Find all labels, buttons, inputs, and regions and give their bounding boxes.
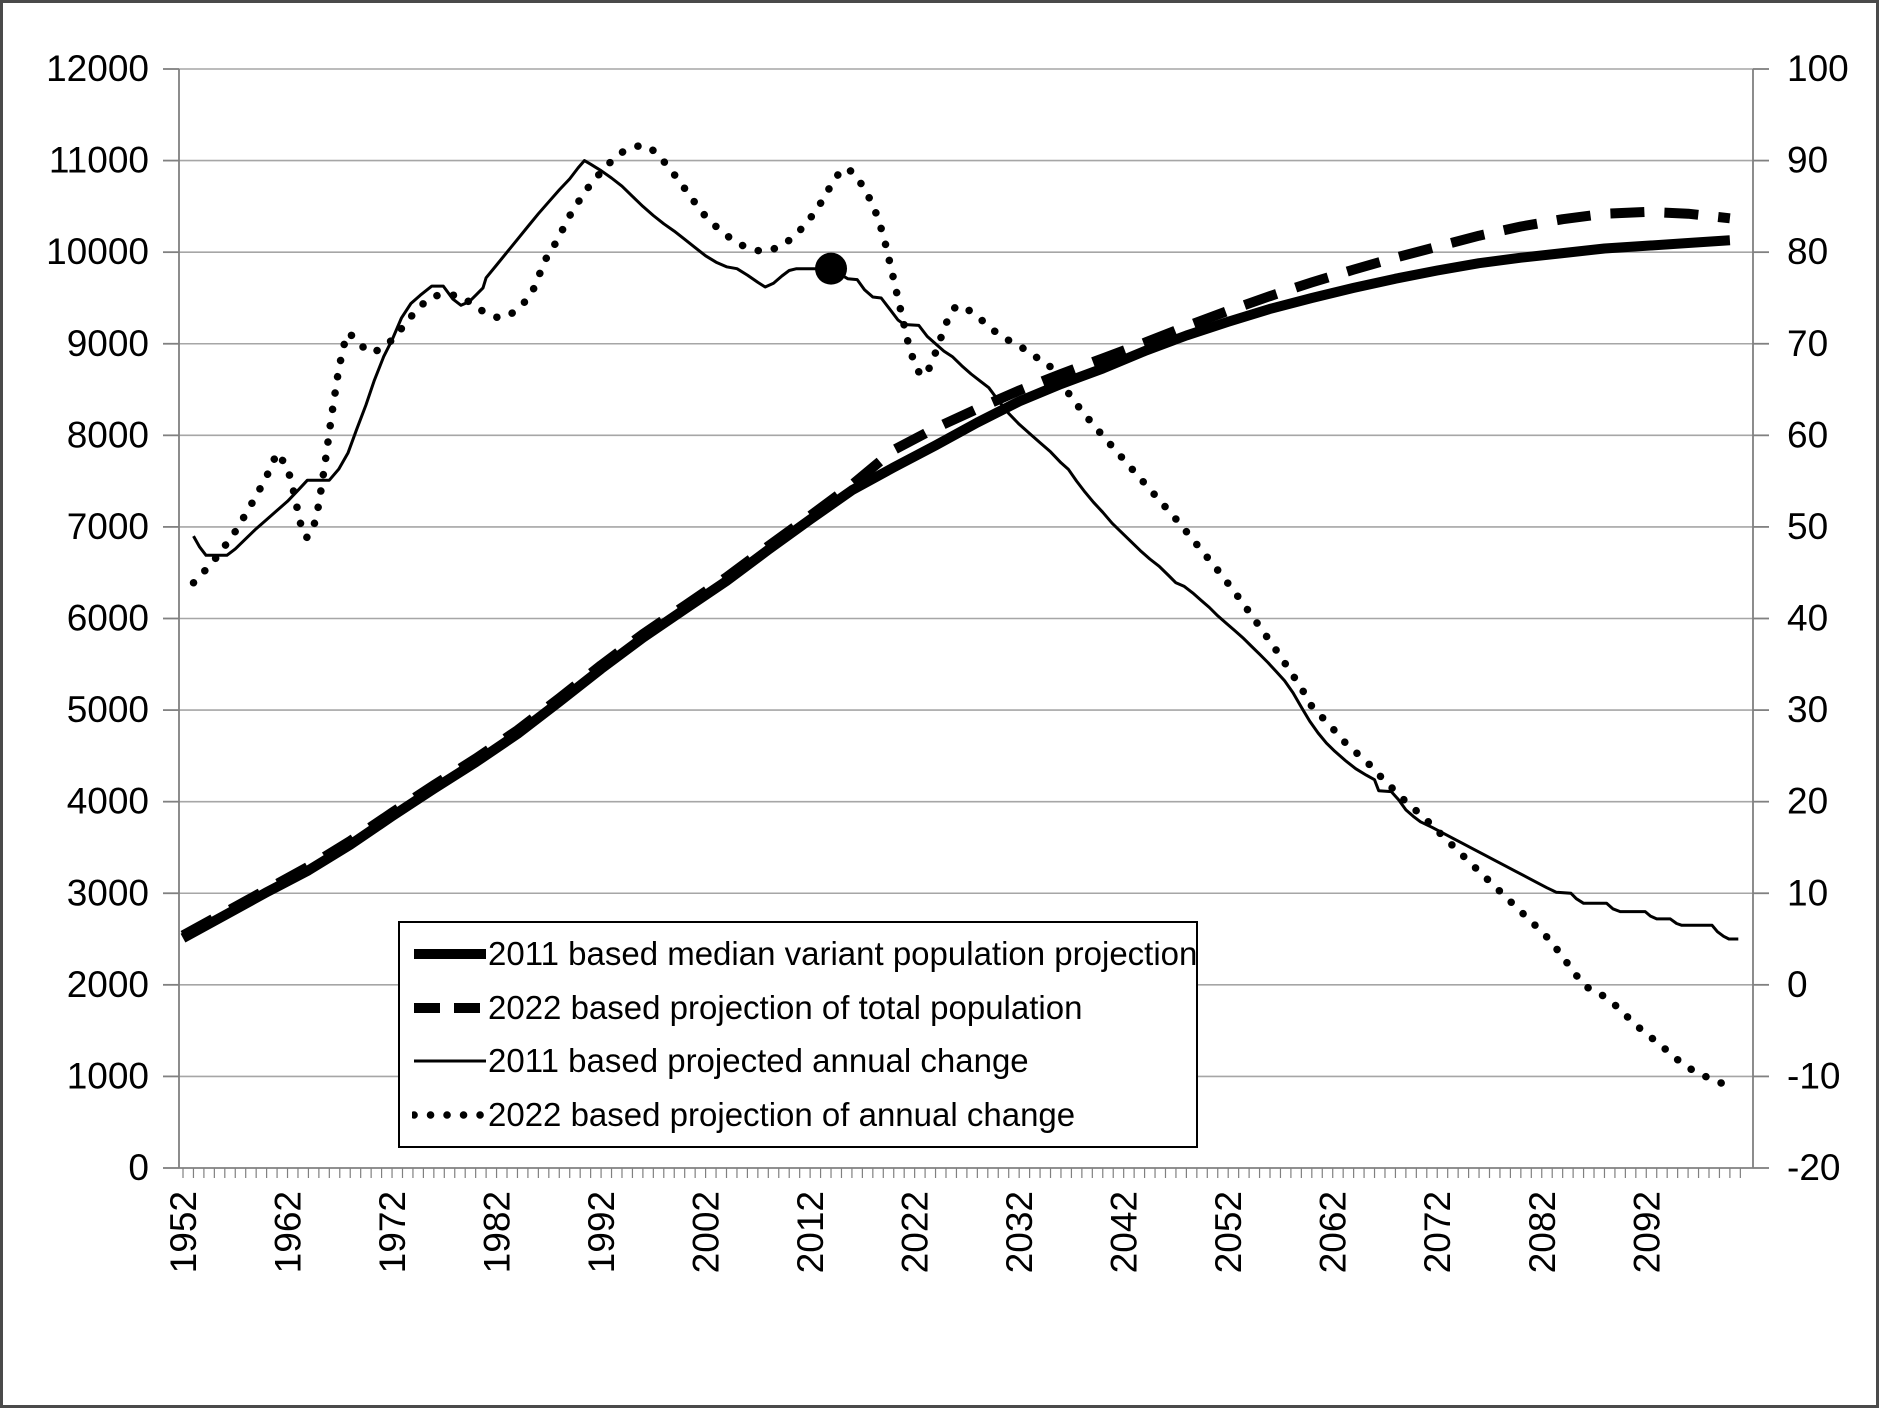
x-tick-label: 2092 — [1626, 1191, 1667, 1273]
y-left-tick-label: 8000 — [67, 414, 149, 455]
y-left-tick-label: 9000 — [67, 323, 149, 364]
y-right-tick-label: 90 — [1787, 140, 1828, 181]
y-left-tick-label: 2000 — [67, 964, 149, 1005]
y-left-tick-label: 12000 — [46, 48, 149, 89]
y-right-tick-label: 40 — [1787, 598, 1828, 639]
y-right-tick-label: 80 — [1787, 231, 1828, 272]
x-tick-label: 2062 — [1313, 1191, 1354, 1273]
y-left-tick-label: 5000 — [67, 689, 149, 730]
x-tick-label: 1962 — [268, 1191, 309, 1273]
axis-labels: 0100020003000400050006000700080009000100… — [46, 48, 1849, 1273]
y-left-tick-label: 4000 — [67, 781, 149, 822]
y-right-tick-label: 10 — [1787, 872, 1828, 913]
x-tick-label: 2032 — [999, 1191, 1040, 1273]
y-left-tick-label: 3000 — [67, 872, 149, 913]
thick-solid-line-icon — [414, 948, 486, 959]
legend-label: 2011 based median variant population pro… — [488, 934, 1198, 972]
y-right-tick-label: 30 — [1787, 689, 1828, 730]
x-tick-label: 2022 — [895, 1191, 936, 1273]
x-tick-label: 2012 — [790, 1191, 831, 1273]
y-left-tick-label: 10000 — [46, 231, 149, 272]
x-tick-label: 2052 — [1208, 1191, 1249, 1273]
y-right-tick-label: 70 — [1787, 323, 1828, 364]
x-tick-label: 2072 — [1417, 1191, 1458, 1273]
y-right-tick-label: -20 — [1787, 1147, 1840, 1188]
y-left-tick-label: 6000 — [67, 598, 149, 639]
actual-data-marker-dot — [815, 252, 848, 285]
y-right-tick-label: 60 — [1787, 414, 1828, 455]
y-right-tick-label: 0 — [1787, 964, 1808, 1005]
y-left-tick-label: 1000 — [67, 1055, 149, 1096]
x-tick-label: 1982 — [477, 1191, 518, 1273]
y-left-tick-label: 11000 — [49, 140, 149, 181]
legend-item-change-2022: 2022 based projection of annual change — [412, 1089, 1196, 1141]
legend-item-pop-2011: 2011 based median variant population pro… — [412, 928, 1198, 980]
y-right-tick-label: 20 — [1787, 781, 1828, 822]
x-tick-label: 2082 — [1522, 1191, 1563, 1273]
population-projection-chart: 0100020003000400050006000700080009000100… — [46, 48, 1849, 1273]
legend-box: 2011 based median variant population pro… — [398, 921, 1198, 1148]
legend-label: 2022 based projection of total populatio… — [488, 988, 1083, 1026]
dotted-line-icon — [412, 1111, 488, 1119]
y-left-tick-label: 0 — [128, 1147, 149, 1188]
y-right-tick-label: 50 — [1787, 506, 1828, 547]
legend-item-pop-2022: 2022 based projection of total populatio… — [412, 982, 1196, 1034]
y-right-tick-label: 100 — [1787, 48, 1849, 89]
thick-dashed-line-icon — [414, 1002, 486, 1013]
series-line-pop-2022 — [180, 206, 1731, 940]
x-tick-label: 2042 — [1104, 1191, 1145, 1273]
thin-solid-line-icon — [414, 1059, 486, 1063]
series-line-change-2011 — [192, 159, 1739, 941]
legend-item-change-2011: 2011 based projected annual change — [412, 1035, 1196, 1087]
legend-label: 2022 based projection of annual change — [488, 1096, 1076, 1134]
x-tick-label: 2002 — [686, 1191, 727, 1273]
tick-marks — [163, 68, 1769, 1178]
x-tick-label: 1972 — [372, 1191, 413, 1273]
x-tick-label: 1952 — [163, 1191, 204, 1273]
y-right-tick-label: -10 — [1787, 1055, 1840, 1096]
y-left-tick-label: 7000 — [67, 506, 149, 547]
series-line-pop-2011 — [180, 235, 1731, 943]
legend-label: 2011 based projected annual change — [488, 1042, 1029, 1080]
x-tick-label: 1992 — [581, 1191, 622, 1273]
data-series — [180, 142, 1739, 1091]
